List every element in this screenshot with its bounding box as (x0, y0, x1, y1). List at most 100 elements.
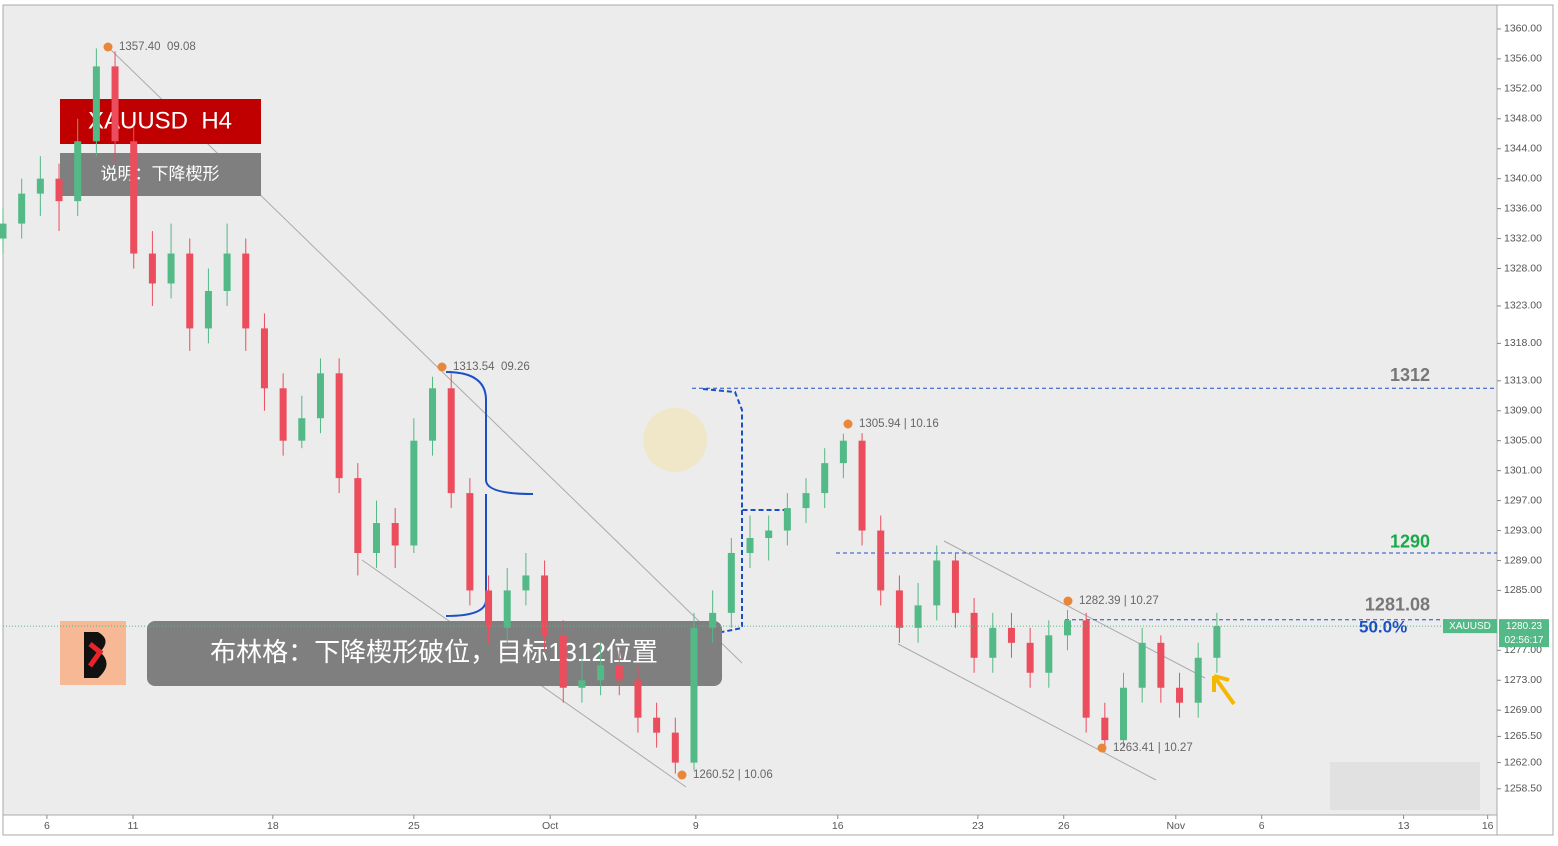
pivot-label: 1313.54 09.26 (453, 361, 530, 373)
candle-body (373, 523, 380, 553)
candle-body (92, 66, 100, 142)
candle-body (690, 627, 698, 763)
y-tick-label: 1305.00 (1504, 434, 1542, 446)
y-tick-label: 1309.00 (1504, 405, 1542, 417)
candle-body (279, 388, 287, 441)
note-box (147, 621, 722, 686)
level-label: 1281.08 (1365, 595, 1430, 615)
candle-body (1157, 642, 1165, 688)
candle-body (391, 523, 399, 546)
candle-body (671, 732, 679, 763)
candle-body (242, 253, 250, 329)
pivot-point (677, 770, 687, 780)
pivot-label: 1357.40 09.08 (119, 41, 196, 53)
note: 布林格：下降楔形破位，目标1312位置 (210, 637, 658, 667)
bracket (445, 371, 534, 617)
candle-body (186, 253, 194, 329)
wedge-line (107, 46, 743, 664)
y-tick-label: 1297.00 (1504, 494, 1542, 506)
y-tick-label: 1313.00 (1504, 375, 1542, 387)
candle-body (1026, 642, 1034, 673)
y-axis-area (1496, 4, 1554, 836)
candle-body (204, 290, 212, 329)
candle-body (821, 463, 829, 494)
y-tick-label: 1301.00 (1504, 464, 1542, 476)
y-tick-label: 1258.50 (1504, 783, 1542, 795)
x-tick-label: 6 (44, 820, 50, 832)
x-tick-label: 9 (693, 820, 699, 832)
candle-body (18, 193, 26, 224)
candle-body (36, 178, 44, 194)
y-tick-label: 1356.00 (1504, 53, 1542, 65)
y-tick-label: 1273.00 (1504, 674, 1542, 686)
arrow (1212, 674, 1236, 706)
candle-body (1007, 627, 1015, 643)
level-label: 1290 (1390, 532, 1430, 552)
subtitle-box (60, 153, 261, 196)
candle-body (727, 552, 735, 613)
y-tick-label: 1352.00 (1504, 83, 1542, 95)
candle-body (615, 665, 623, 681)
candle-body (597, 665, 605, 681)
candle-body (485, 590, 493, 628)
wedge-line (897, 643, 1157, 781)
candle-body (1194, 657, 1202, 703)
y-tick-label: 1262.00 (1504, 756, 1542, 768)
x-tick-label: 16 (832, 820, 844, 832)
countdown: 02:56:17 (1505, 635, 1544, 646)
candle-body (970, 612, 978, 658)
candle-body (130, 141, 138, 254)
watermark (1330, 762, 1480, 810)
x-tick-label: 25 (408, 820, 420, 832)
candle-body (1082, 620, 1090, 718)
y-tick-label: 1293.00 (1504, 524, 1542, 536)
x-tick-label: 6 (1259, 820, 1265, 832)
candle-body (298, 418, 306, 441)
candle-body (1120, 687, 1127, 741)
candle-body (354, 478, 362, 553)
candle-body (316, 373, 324, 419)
candle-body (578, 680, 586, 688)
candle-body (1101, 717, 1109, 741)
y-tick-label: 1323.00 (1504, 300, 1542, 312)
candle-body (0, 223, 7, 239)
pivot-label: 1263.41 | 10.27 (1113, 742, 1193, 754)
y-tick-label: 1285.00 (1504, 584, 1542, 596)
y-tick-label: 1269.00 (1504, 704, 1542, 716)
watermark (643, 408, 707, 472)
candle-body (466, 493, 474, 591)
candle-body (559, 635, 567, 688)
y-tick-label: 1348.00 (1504, 113, 1542, 125)
candle-body (447, 388, 455, 494)
y-tick-label: 1344.00 (1504, 143, 1542, 155)
y-tick-label: 1340.00 (1504, 172, 1542, 184)
symbol-tag: XAUUSD (1449, 621, 1491, 632)
y-tick-label: 1332.00 (1504, 232, 1542, 244)
x-tick-label: 26 (1058, 820, 1070, 832)
bracket (702, 388, 790, 633)
candle-body (55, 178, 63, 202)
candle-body (503, 590, 511, 628)
candle-body (1176, 687, 1184, 703)
candle-body (429, 388, 437, 441)
x-tick-label: 13 (1398, 820, 1410, 832)
candle-body (951, 560, 959, 613)
logo-mark (87, 642, 104, 668)
x-tick-label: 23 (972, 820, 984, 832)
price-tag (1443, 619, 1497, 634)
candle-body (335, 373, 343, 479)
candle-body (933, 560, 941, 606)
candle-body (709, 612, 717, 628)
candle-body (914, 605, 922, 628)
candle-body (802, 493, 810, 509)
y-tick-label: 1336.00 (1504, 202, 1542, 214)
candle-body (74, 141, 82, 202)
y-tick-label: 1328.00 (1504, 262, 1542, 274)
pivot-label: 1305.94 | 10.16 (859, 418, 939, 430)
pivot-point (1063, 596, 1073, 606)
candle-body (858, 440, 866, 531)
price-tag-label: 1280.23 (1506, 621, 1543, 632)
candle-body (989, 627, 997, 658)
